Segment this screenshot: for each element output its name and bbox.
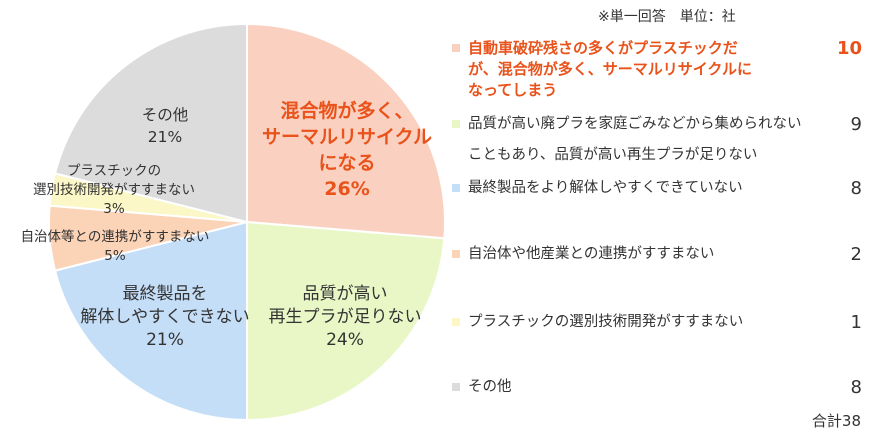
slice-label-line: 最終製品を bbox=[122, 284, 208, 304]
slice-label-line: 再生プラが足りない bbox=[268, 307, 422, 327]
slice-label-line: 品質が高い bbox=[302, 284, 388, 304]
slice-label-line: 混合物が多く、 bbox=[280, 100, 414, 122]
legend-count: 1 bbox=[850, 312, 862, 333]
slice-label-0: 混合物が多く、 サーマルリサイクル になる 26% bbox=[262, 98, 432, 202]
legend-swatch bbox=[452, 318, 460, 326]
slice-percent-label: 26% bbox=[324, 178, 370, 200]
legend-label: こともあり、品質が高い再生プラが足りない bbox=[468, 147, 758, 163]
slice-label-4: プラスチックの選別技術開発がすすまない 3% bbox=[14, 162, 214, 219]
slice-percent-label: 5% bbox=[104, 248, 126, 264]
pie-slice-1 bbox=[246, 220, 446, 422]
legend-label: 自治体や他産業との連携がすすまない bbox=[468, 246, 715, 262]
legend-label: その他 bbox=[468, 379, 512, 395]
legend-swatch bbox=[452, 383, 460, 391]
slice-label-line: になる bbox=[318, 152, 376, 174]
legend-label: 品質が高い廃プラを家庭ごみなどから集められない bbox=[468, 116, 802, 132]
legend-count: 10 bbox=[836, 38, 862, 59]
slice-label-line: サーマルリサイクル bbox=[262, 126, 433, 148]
legend-swatch bbox=[452, 184, 460, 192]
legend-label: プラスチックの選別技術開発がすすまない bbox=[468, 314, 744, 330]
slice-percent-label: 21% bbox=[147, 128, 183, 146]
slice-label-1: 品質が高い再生プラが足りない 24% bbox=[250, 283, 440, 352]
slice-percent-label: 3% bbox=[103, 201, 125, 217]
legend-swatch bbox=[452, 120, 460, 128]
slice-percent-label: 24% bbox=[326, 330, 364, 350]
slice-percent-label: 21% bbox=[146, 330, 184, 350]
slice-label-5: その他 21% bbox=[100, 104, 230, 148]
legend-count: 8 bbox=[850, 178, 862, 199]
pie-slice-5 bbox=[53, 22, 248, 224]
legend-count: 8 bbox=[850, 377, 862, 398]
slice-label-2: 最終製品を解体しやすくできない 21% bbox=[70, 283, 260, 352]
legend-count: 9 bbox=[850, 114, 862, 135]
legend-label: 自動車破砕残さの多くがプラスチックだ bbox=[468, 39, 738, 57]
slice-label-line: プラスチックの bbox=[66, 163, 162, 179]
slice-label-line: 選別技術開発がすすまない bbox=[33, 182, 195, 198]
pie-slice-0 bbox=[246, 22, 446, 240]
legend-count: 2 bbox=[850, 244, 862, 265]
slice-label-line: 自治体等との連携がすすまない bbox=[20, 229, 210, 245]
legend-label: が、混合物が多く、サーマルリサイクルに bbox=[468, 60, 752, 78]
legend-swatch bbox=[452, 250, 460, 258]
pie-slice-2 bbox=[53, 220, 248, 422]
total-label: 合計38 bbox=[811, 412, 861, 430]
legend-label: 最終製品をより解体しやすくできていない bbox=[468, 180, 743, 196]
slice-label-3: 自治体等との連携がすすまない 5% bbox=[10, 228, 220, 266]
slice-label-line: その他 bbox=[141, 106, 189, 124]
slice-label-line: 解体しやすくできない bbox=[80, 307, 250, 327]
legend-swatch bbox=[452, 44, 460, 52]
answer-unit-note: ※単一回答 単位：社 bbox=[598, 9, 736, 25]
legend-label: なってしまう bbox=[468, 81, 558, 99]
